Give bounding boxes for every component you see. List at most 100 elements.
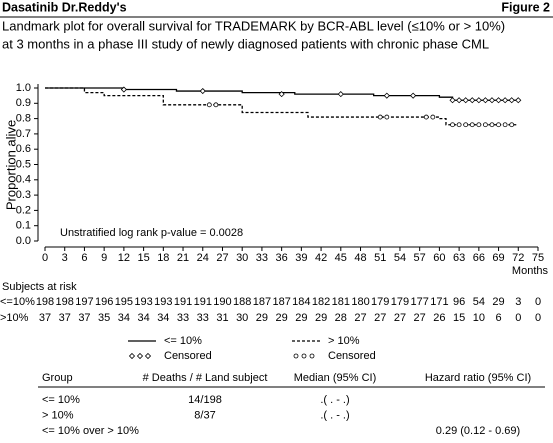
table-cell: 0.29 (0.12 - 0.69) xyxy=(436,425,520,437)
censor-marker xyxy=(476,122,482,128)
risk-count: 195 xyxy=(115,296,133,308)
x-tick-label: 60 xyxy=(433,252,445,264)
x-tick-label: 72 xyxy=(512,252,524,264)
legend-swatch xyxy=(309,353,315,359)
censor-marker xyxy=(377,114,383,120)
risk-count: 27 xyxy=(354,312,366,324)
table-cell: <= 10% over > 10% xyxy=(42,425,139,437)
risk-count: 193 xyxy=(154,296,172,308)
table-cell: 14/198 xyxy=(188,394,222,406)
x-tick-label: 57 xyxy=(414,252,426,264)
risk-count: 35 xyxy=(98,312,110,324)
censor-marker xyxy=(495,97,502,104)
survival-curve xyxy=(45,87,519,126)
risk-count: 34 xyxy=(137,312,149,324)
y-axis-label: Proportion alive xyxy=(3,120,18,210)
risk-count: 190 xyxy=(213,296,231,308)
censor-marker xyxy=(430,114,436,120)
x-tick-label: 24 xyxy=(197,252,209,264)
x-tick-label: 51 xyxy=(374,252,386,264)
x-tick-label: 36 xyxy=(276,252,288,264)
y-tick-label: 0.5 xyxy=(16,158,31,170)
risk-count: 37 xyxy=(78,312,90,324)
risk-count: 198 xyxy=(56,296,74,308)
y-tick-label: 0.6 xyxy=(16,143,31,155)
risk-count: 188 xyxy=(233,296,251,308)
table-header: Hazard ratio (95% CI) xyxy=(425,372,531,384)
y-tick-label: 0.3 xyxy=(16,189,31,201)
censor-marker xyxy=(469,97,476,104)
legend-swatch xyxy=(144,352,152,360)
y-tick-label: 0.7 xyxy=(16,128,31,140)
censor-marker xyxy=(462,97,469,104)
x-tick-label: 33 xyxy=(256,252,268,264)
risk-count: 34 xyxy=(157,312,169,324)
x-tick-label: 0 xyxy=(42,252,48,264)
risk-count: 28 xyxy=(335,312,347,324)
y-tick-label: 0.8 xyxy=(16,113,31,125)
x-tick-label: 42 xyxy=(315,252,327,264)
censor-marker xyxy=(488,97,496,104)
x-tick-label: 75 xyxy=(532,252,544,264)
x-tick-label: 69 xyxy=(492,252,504,264)
censor-marker xyxy=(383,92,390,99)
risk-count: 180 xyxy=(351,296,369,308)
risk-count: 15 xyxy=(453,312,465,324)
risk-count: 196 xyxy=(95,296,113,308)
title-line: Landmark plot for overall survival for T… xyxy=(2,18,505,33)
risk-count: 30 xyxy=(236,312,248,324)
table-cell: > 10% xyxy=(42,409,74,421)
censor-marker xyxy=(410,92,417,99)
table-header: Median (95% CI) xyxy=(294,372,377,384)
risk-count: 0 xyxy=(515,312,521,324)
censor-marker xyxy=(384,114,390,120)
header-left: Dasatinib Dr.Reddy's xyxy=(2,0,127,14)
censor-marker xyxy=(482,97,489,104)
table-cell: 8/37 xyxy=(194,409,215,421)
risk-count: 179 xyxy=(371,296,389,308)
censor-marker xyxy=(502,122,508,128)
risk-count: 198 xyxy=(36,296,54,308)
y-tick-label: 1.0 xyxy=(16,82,31,94)
x-tick-label: 45 xyxy=(335,252,347,264)
x-tick-label: 54 xyxy=(394,252,406,264)
censor-marker xyxy=(449,97,456,104)
annotation: Unstratified log rank p-value = 0.0028 xyxy=(60,227,243,239)
survival-curve xyxy=(45,87,519,101)
risk-count: 187 xyxy=(253,296,271,308)
risk-count: 0 xyxy=(535,312,541,324)
risk-count: 0 xyxy=(535,296,541,308)
legend-swatch xyxy=(293,353,299,359)
x-tick-label: 12 xyxy=(118,252,130,264)
censor-marker xyxy=(515,97,522,104)
x-tick-label: 15 xyxy=(137,252,149,264)
censor-marker xyxy=(199,87,206,95)
table-header: # Deaths / # Land subject xyxy=(143,372,268,384)
risk-count: 29 xyxy=(492,296,504,308)
risk-count: 182 xyxy=(312,296,330,308)
x-tick-label: 18 xyxy=(157,252,169,264)
risk-count: 193 xyxy=(134,296,152,308)
censor-marker xyxy=(508,97,515,104)
censor-marker xyxy=(496,122,501,128)
censor-marker xyxy=(509,122,515,128)
risk-count: 191 xyxy=(174,296,192,308)
x-tick-label: 9 xyxy=(101,252,107,264)
y-tick-label: 0.2 xyxy=(16,204,31,216)
legend-label: <= 10% xyxy=(164,335,202,347)
censor-marker xyxy=(213,102,219,108)
censor-marker xyxy=(489,122,495,128)
risk-count: 6 xyxy=(495,312,501,324)
risk-row-label: <=10% xyxy=(0,296,35,308)
y-tick-label: 0.9 xyxy=(16,97,31,109)
x-tick-label: 3 xyxy=(62,252,68,264)
risk-count: 29 xyxy=(256,312,268,324)
risk-count: 184 xyxy=(292,296,310,308)
legend-swatch xyxy=(128,352,136,360)
x-tick-label: 6 xyxy=(81,252,87,264)
legend-label: Censored xyxy=(164,350,212,362)
risk-count: 27 xyxy=(414,312,426,324)
risk-count: 96 xyxy=(453,296,465,308)
risk-count: 31 xyxy=(216,312,228,324)
